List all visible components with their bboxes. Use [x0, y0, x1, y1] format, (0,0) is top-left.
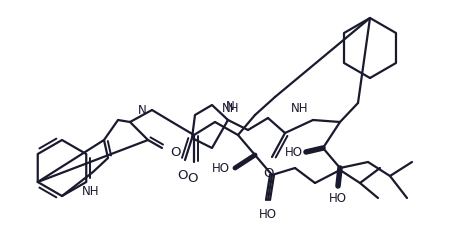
Text: HO: HO: [285, 145, 303, 159]
Text: NH: NH: [82, 185, 100, 198]
Text: NH: NH: [222, 102, 240, 115]
Text: HO: HO: [259, 208, 277, 221]
Text: HO: HO: [329, 192, 347, 205]
Text: O: O: [264, 167, 274, 180]
Text: O: O: [170, 145, 180, 159]
Text: N: N: [226, 100, 235, 113]
Text: NH: NH: [291, 102, 308, 115]
Text: N: N: [138, 104, 147, 117]
Text: HO: HO: [212, 162, 230, 174]
Text: O: O: [178, 169, 188, 182]
Text: O: O: [187, 172, 197, 185]
